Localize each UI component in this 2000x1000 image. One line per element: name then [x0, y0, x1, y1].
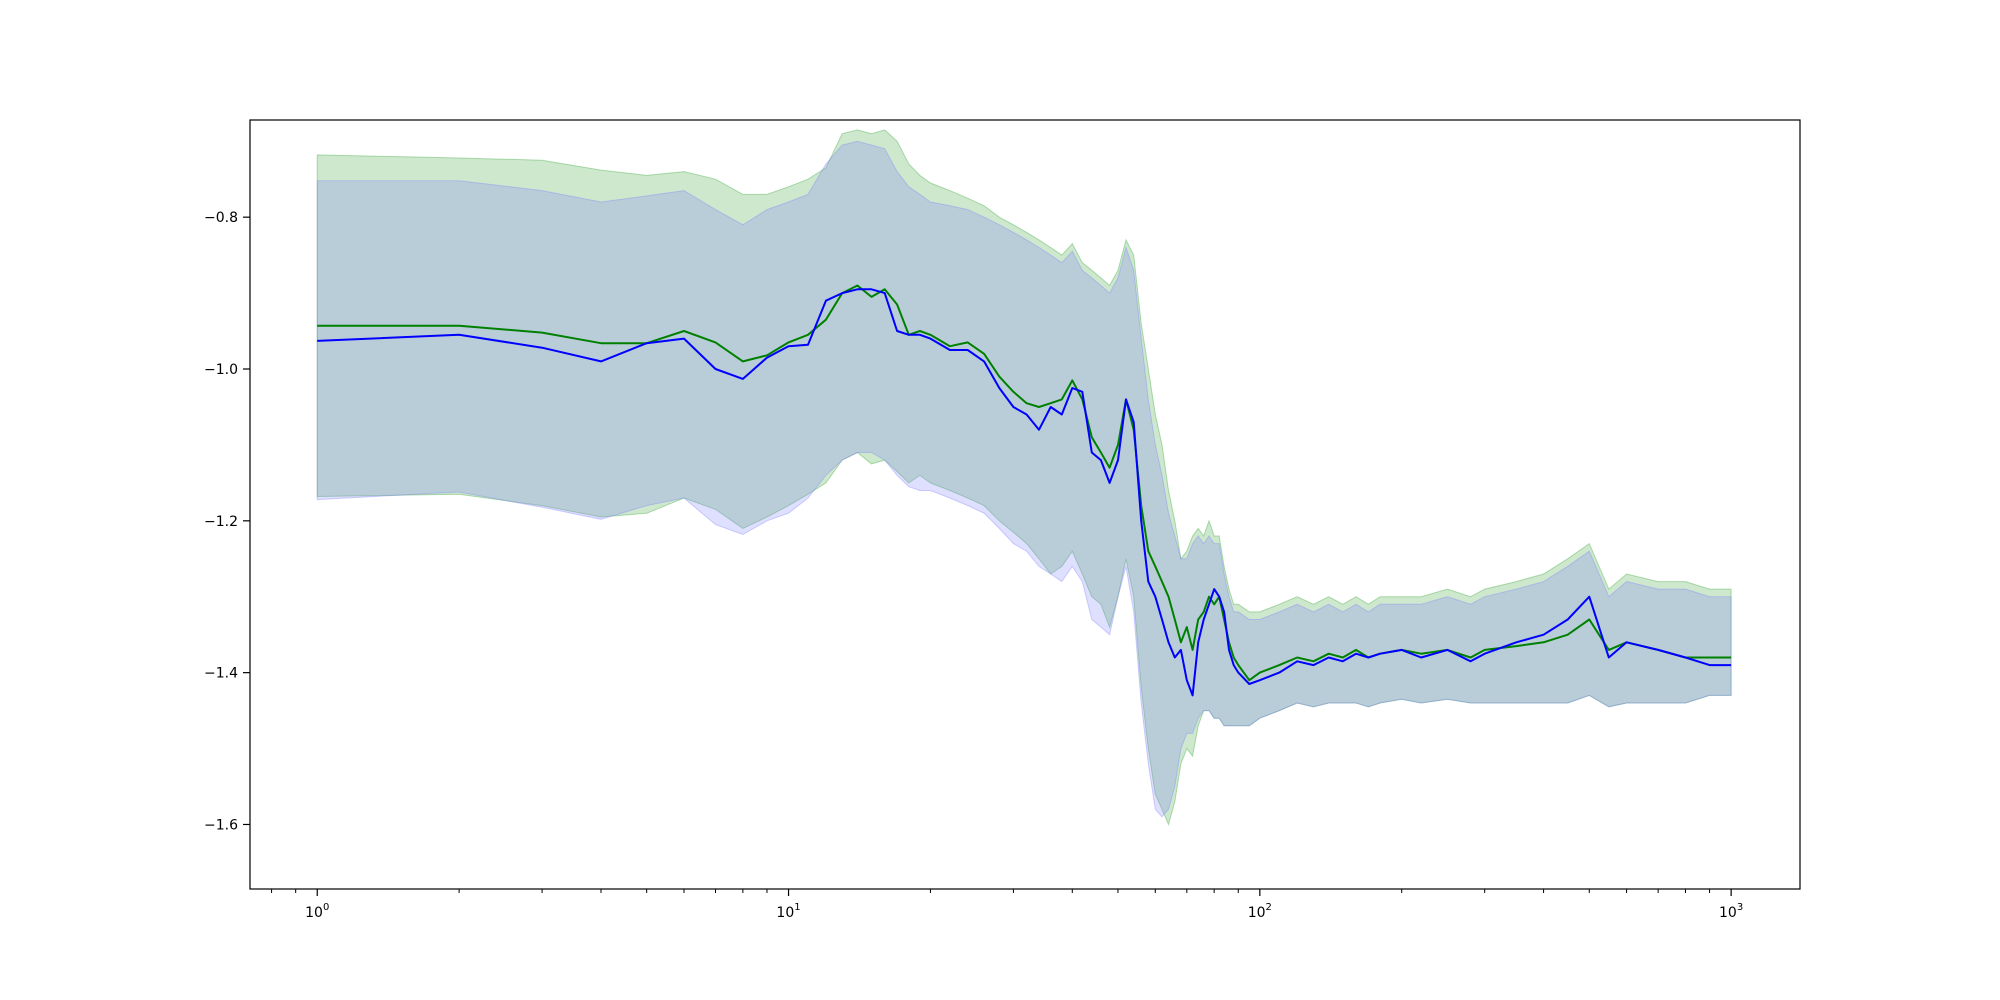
- x-tick-label: 100: [305, 902, 329, 921]
- y-tick-label: −1.2: [204, 514, 238, 530]
- x-axis: 100 101 102 103: [271, 889, 1743, 921]
- confidence-bands: [316, 129, 1732, 827]
- y-tick-label: −1.0: [204, 362, 238, 378]
- series-1-band: [316, 129, 1732, 827]
- x-tick-label: 102: [1248, 902, 1272, 921]
- series-2-band: [316, 140, 1732, 818]
- series-2-line: [317, 288, 1732, 697]
- y-tick-label: −0.8: [204, 210, 238, 226]
- y-axis: −0.8 −1.0 −1.2 −1.4 −1.6: [204, 210, 250, 833]
- series-lines: [317, 284, 1732, 697]
- x-tick-label: 103: [1719, 902, 1743, 921]
- x-tick-label: 101: [776, 902, 800, 921]
- y-tick-label: −1.6: [204, 817, 238, 833]
- series-1-line: [317, 284, 1732, 682]
- y-tick-label: −1.4: [204, 666, 238, 682]
- plot-frame: [249, 119, 1801, 890]
